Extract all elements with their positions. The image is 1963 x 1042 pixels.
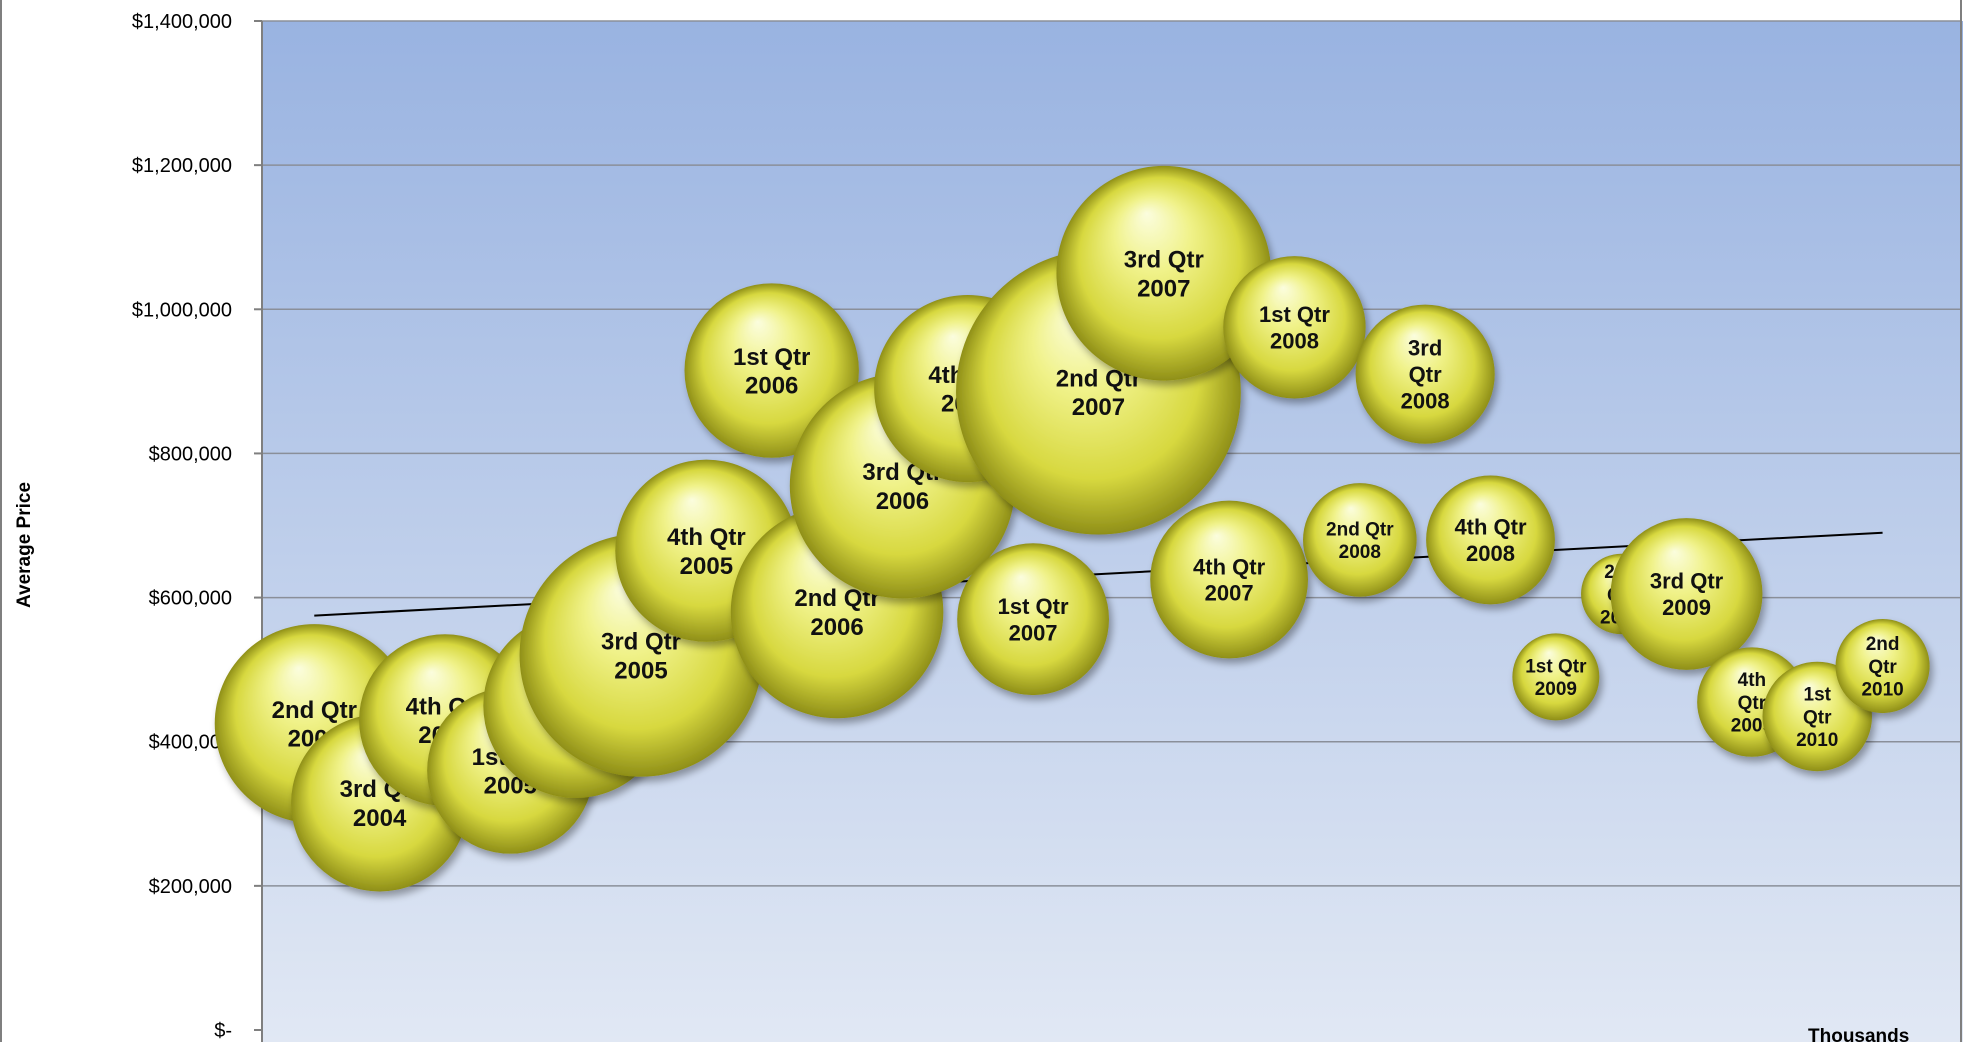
bubble-label: 1st Qtr [1259,302,1330,327]
bubble-label: Qtr [1803,707,1832,728]
bubble-label: 2006 [810,614,863,641]
y-axis-ticks: $- $200,000 $400,000 $600,000 $800,000 $1,000… [132,11,262,1042]
bubble-circle [684,283,859,458]
bubble-label: 3rd Qtr [1124,246,1204,273]
bubble-circle [1355,304,1495,444]
bubble-label: 2009 [1535,679,1577,700]
bubble-label: 4th [1738,670,1767,691]
bubble-label: 2008 [1466,541,1515,566]
bubble-circle [1512,633,1600,721]
bubble-label: 2007 [1137,275,1190,302]
y-tick-label: $800,000 [149,443,232,465]
bubble-label: 3rd Qtr [1650,569,1724,594]
bubble-circle [1303,483,1417,597]
bubble-label: 2010 [1796,730,1838,751]
y-axis-label: Average Price [14,482,35,608]
bubble-label: 2nd Qtr [272,697,357,724]
bubble-circle [1835,619,1930,714]
bubble-label: Qtr [1868,657,1897,678]
bubble-label: 1st Qtr [733,344,810,371]
y-tick-label: $200,000 [149,876,232,898]
bubble-label: 3rd [1408,336,1442,361]
bubble-label: Qtr [1738,693,1767,714]
bubble-label: 2009 [1731,716,1773,737]
bubble-label: 2nd [1866,634,1900,655]
y-tick-label: $1,200,000 [132,155,232,177]
y-tick-label: $1,400,000 [132,11,232,33]
bubble-label: 4th Qtr [667,524,746,551]
bubble-circle [957,543,1109,696]
bubble-label: 2008 [1339,542,1381,563]
bubble-label: 2010 [1861,680,1903,701]
bubble-label: 4th Qtr [1193,554,1266,579]
bubble-label: 2005 [614,657,667,684]
bubble-label: Qtr [1409,362,1442,387]
bubble-label: 4th Qtr [1454,515,1527,540]
bubble-circle [1426,475,1555,605]
bubble-label: 1st Qtr [998,594,1069,619]
bubble-label: 1st [1804,685,1832,706]
bubble-label: 2007 [1205,581,1254,606]
bubble-label: 2006 [876,488,929,515]
bubble-circle [1223,256,1366,399]
y-tick-label: $400,000 [149,732,232,754]
y-tick-label: $- [214,1020,232,1042]
bubble-label: 2004 [353,805,407,832]
bubble-label: 2009 [1662,595,1711,620]
bubble-label: 2005 [680,553,733,580]
bubble-label: 2006 [745,373,798,400]
bubble-label: 1st Qtr [1525,656,1587,677]
bubble-circle [1056,165,1272,381]
y-tick-label: $600,000 [149,588,232,610]
bubble-circle [1150,500,1308,659]
bubble-circle [1610,518,1763,670]
bubble-label: 2007 [1072,394,1125,421]
bubble-label: 2008 [1270,328,1319,353]
bubble-label: 2007 [1009,620,1058,645]
bubble-label: 2008 [1401,388,1450,413]
y-tick-label: $1,000,000 [132,299,232,321]
x-axis-label: Thousands [1808,1026,1909,1042]
bubble-label: 2nd Qtr [1326,519,1394,540]
